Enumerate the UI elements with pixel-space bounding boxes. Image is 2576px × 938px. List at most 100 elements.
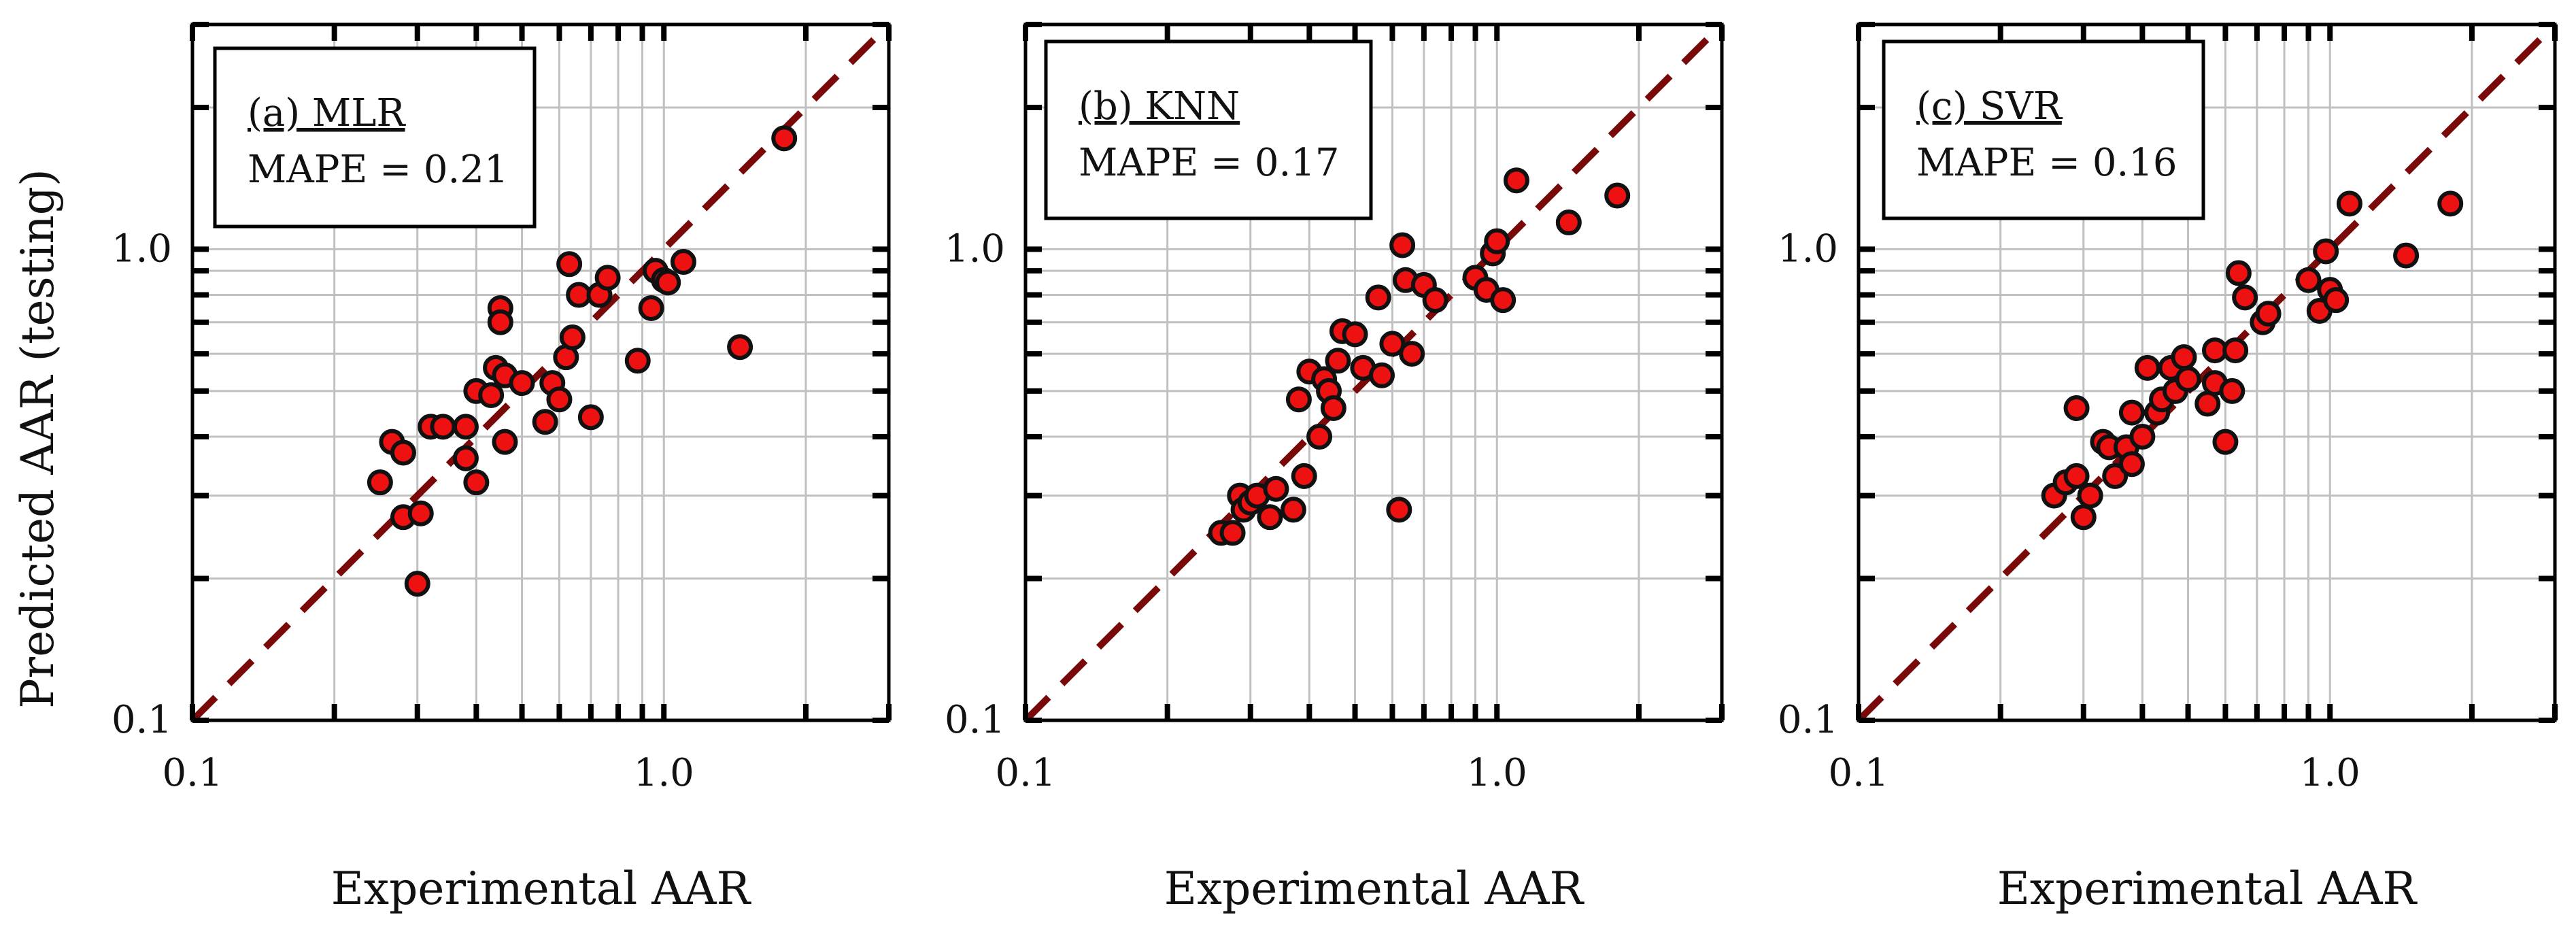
- panel-a-ytick-label-1: 1.0: [112, 227, 172, 271]
- panel-b-point-8: [1280, 497, 1306, 523]
- panel-a-point-11: [463, 469, 490, 496]
- panel-a-annotation-title: (a) MLR: [248, 91, 406, 135]
- panel-a-xtick-label-1: 1.0: [634, 751, 694, 795]
- panel-a-xtick-label-0: 0.1: [162, 751, 222, 795]
- panel-c-ytick-label-1: 1.0: [1778, 227, 1838, 271]
- panel-a-point-9: [452, 414, 479, 440]
- panel-b-frame: [1023, 22, 1724, 722]
- panel-b-ytick-label-0: 0.1: [945, 698, 1005, 742]
- panel-a-point-4: [404, 571, 430, 597]
- panel-a-ytick-label-0: 0.1: [112, 698, 172, 742]
- panel-c-xtick-label-0: 0.1: [1828, 751, 1888, 795]
- panel-a-point-24: [559, 324, 586, 351]
- panel-a-point-34: [670, 249, 696, 275]
- panel-a-point-8: [452, 445, 479, 471]
- panel-c-point-36: [2393, 242, 2420, 269]
- panel-a-annotation-box: [213, 46, 537, 229]
- panel-c-point-35: [2336, 190, 2362, 217]
- panel-c-point-3: [2063, 463, 2090, 489]
- panel-b-point-9: [1285, 386, 1312, 413]
- panel-c-point-19: [2175, 366, 2201, 392]
- shared-y-axis-label: Predicted AAR (testing): [12, 169, 64, 708]
- panel-a-point-16: [492, 429, 518, 455]
- panel-a-plot: 0.1 1.0 0.1 1.0: [112, 22, 892, 795]
- panel-a-point-12: [478, 382, 505, 408]
- panel-a-annotation-metric: MAPE = 0.21: [248, 148, 509, 192]
- panel-a-frame: [190, 22, 891, 722]
- panel-c-xtick-label-1: 1.0: [2300, 751, 2360, 795]
- panel-a-point-28: [594, 265, 621, 291]
- panel-b: 0.1 1.0 0.1 1.0 (b) KNN MAPE = 0.17 Experim…: [945, 22, 1725, 915]
- panel-b-point-15: [1320, 395, 1346, 421]
- panel-c-point-13: [2134, 354, 2160, 381]
- panel-b-point-23: [1386, 497, 1412, 523]
- panel-c-point-29: [2255, 301, 2282, 327]
- panel-b-point-33: [1490, 287, 1516, 314]
- panel-a: 0.1 1.0 0.1 1.0 (a) MLR MAPE = 0.21 Experim…: [112, 22, 892, 915]
- panel-b-point-34: [1503, 167, 1529, 194]
- panel-c-ytick-label-0: 0.1: [1778, 698, 1838, 742]
- panel-a-point-0: [367, 469, 393, 496]
- panel-b-point-26: [1399, 341, 1425, 367]
- panel-a-reference-line: [190, 22, 892, 723]
- panel-a-point-3: [390, 439, 416, 466]
- panel-c-point-34: [2323, 287, 2350, 314]
- panel-c-point-10: [2118, 451, 2145, 478]
- panel-b-point-18: [1342, 321, 1368, 348]
- panel-b-annotation-title: (b) KNN: [1079, 84, 1240, 129]
- panel-b-point-24: [1389, 232, 1416, 258]
- panel-a-point-7: [430, 414, 456, 440]
- panel-b-point-28: [1422, 287, 1448, 314]
- panel-c: 0.1 1.0 0.1 1.0 (c) SVR MAPE = 0.16 Experim…: [1778, 22, 2558, 915]
- panel-a-point-21: [546, 386, 573, 413]
- panel-b-point-36: [1604, 182, 1631, 209]
- panel-b-annotation-box: [1044, 39, 1373, 220]
- panel-c-point-8: [2102, 463, 2129, 489]
- panel-b-xtick-label-0: 0.1: [995, 751, 1055, 795]
- panel-a-x-axis-label: Experimental AAR: [331, 862, 752, 915]
- panel-c-point-20: [2194, 390, 2221, 417]
- panel-b-point-16: [1325, 348, 1351, 374]
- panel-c-point-4: [2070, 504, 2097, 531]
- panel-c-annotation-box: [1882, 39, 2205, 220]
- panel-c-point-26: [2225, 260, 2252, 286]
- panel-c-point-11: [2118, 399, 2145, 426]
- panel-b-point-12: [1306, 424, 1333, 450]
- panel-c-point-2: [2063, 395, 2090, 421]
- panel-b-point-6: [1257, 504, 1283, 531]
- panel-b-x-axis-label: Experimental AAR: [1164, 862, 1585, 915]
- panel-a-point-35: [727, 334, 753, 361]
- panel-c-point-23: [2212, 429, 2239, 455]
- panel-b-plot: 0.1 1.0 0.1 1.0: [945, 22, 1725, 795]
- panel-b-point-35: [1555, 210, 1582, 236]
- panel-a-point-19: [532, 409, 558, 435]
- panel-a-point-15: [487, 309, 513, 335]
- panel-c-point-5: [2077, 482, 2103, 509]
- panel-a-point-29: [624, 348, 651, 374]
- panel-a-point-23: [556, 251, 583, 278]
- panel-a-point-5: [407, 500, 434, 526]
- panel-c-reference-line: [1856, 22, 2558, 723]
- panel-c-point-25: [2222, 337, 2249, 364]
- panel-b-point-22: [1379, 331, 1406, 357]
- panel-b-ytick-label-1: 1.0: [945, 227, 1005, 271]
- panel-c-annotation-metric: MAPE = 0.16: [1916, 141, 2177, 185]
- panel-c-point-12: [2129, 424, 2156, 450]
- panel-b-point-1: [1219, 520, 1246, 546]
- panel-c-point-18: [2171, 344, 2197, 371]
- panel-c-annotation-title: (c) SVR: [1916, 84, 2063, 129]
- panel-c-point-27: [2232, 284, 2258, 311]
- panel-c-plot: 0.1 1.0 0.1 1.0: [1778, 22, 2558, 795]
- panel-c-x-axis-label: Experimental AAR: [1997, 862, 2418, 915]
- panel-a-point-26: [577, 404, 604, 431]
- panel-b-point-20: [1365, 284, 1391, 311]
- panel-b-annotation-metric: MAPE = 0.17: [1079, 141, 1340, 185]
- panel-c-point-24: [2219, 378, 2245, 404]
- panel-b-point-32: [1484, 228, 1510, 254]
- panel-a-point-30: [638, 295, 664, 321]
- panel-a-point-25: [566, 282, 592, 308]
- panel-b-xtick-label-1: 1.0: [1467, 751, 1527, 795]
- panel-c-frame: [1857, 22, 2557, 722]
- panel-b-point-21: [1369, 362, 1395, 388]
